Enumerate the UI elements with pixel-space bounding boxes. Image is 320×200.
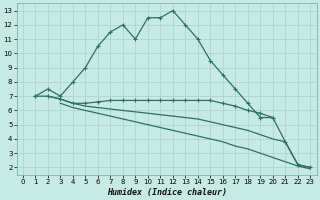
X-axis label: Humidex (Indice chaleur): Humidex (Indice chaleur)	[107, 188, 227, 197]
